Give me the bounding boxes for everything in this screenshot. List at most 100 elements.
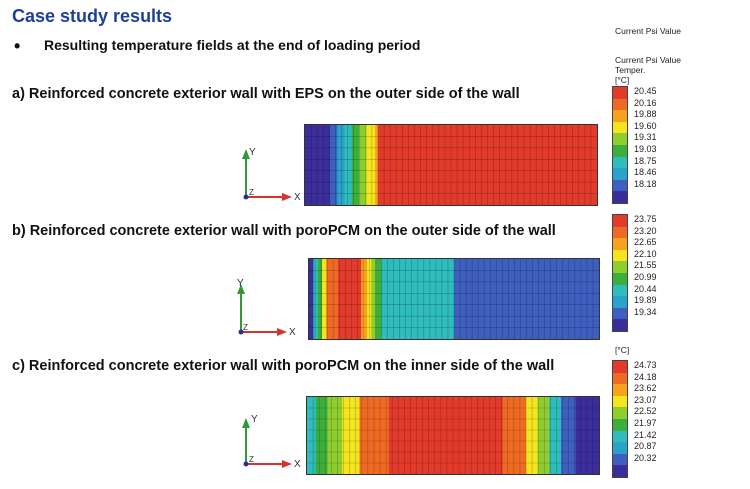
legend-level-label: 18.46 — [634, 167, 657, 178]
legend-swatch — [613, 430, 627, 443]
axis-z-label-c: Z — [249, 455, 254, 464]
field-band — [337, 125, 345, 205]
legend-swatch — [613, 179, 627, 192]
field-band — [359, 397, 390, 474]
legend-level-label: 23.07 — [634, 394, 657, 405]
field-band — [309, 259, 314, 339]
legend-swatch — [613, 407, 627, 419]
legend-level-label: 20.44 — [634, 283, 657, 294]
legend-swatch — [613, 384, 627, 396]
field-band — [327, 397, 343, 474]
axis-x-label-c: X — [294, 459, 301, 470]
temper-label: Temper. — [615, 65, 646, 75]
legend-swatch — [613, 144, 627, 157]
legend-swatch — [613, 226, 627, 239]
field-band — [366, 125, 376, 205]
temperature-field-c — [306, 396, 600, 475]
unit-label-c: [°C] — [615, 345, 630, 355]
field-band — [361, 259, 368, 339]
case-a-label: a) Reinforced concrete exterior wall wit… — [12, 86, 520, 102]
legend-level-label: 21.42 — [634, 429, 657, 440]
legend-swatch — [613, 361, 627, 373]
field-band — [305, 125, 331, 205]
axis-triad-c: Y X Z — [242, 414, 301, 470]
current-psi-label-2: Current Psi Value — [615, 55, 681, 65]
legend-swatch — [613, 238, 627, 250]
legend-swatch — [613, 98, 627, 111]
legend-swatch — [613, 442, 627, 454]
bullet-dot: • — [14, 36, 21, 56]
field-band — [378, 125, 597, 205]
legend-level-label: 23.20 — [634, 225, 657, 236]
legend-level-label: 21.97 — [634, 418, 657, 428]
field-band — [575, 397, 599, 474]
field-band — [375, 259, 382, 339]
slide-title: Case study results — [12, 6, 173, 26]
legend-level-label: 20.99 — [634, 272, 657, 282]
field-band — [454, 259, 599, 339]
legend-swatch — [613, 249, 627, 262]
legend-level-label: 19.60 — [634, 120, 657, 131]
bullet-text: Resulting temperature fields at the end … — [44, 37, 421, 53]
field-band — [344, 125, 353, 205]
axis-y-label-a: Y — [249, 147, 256, 158]
legend-level-label: 19.31 — [634, 132, 657, 143]
case-c-label: c) Reinforced concrete exterior wall wit… — [12, 358, 555, 374]
field-band — [367, 259, 372, 339]
legend-level-label: 22.52 — [634, 406, 657, 417]
axis-x-label-a: X — [294, 192, 301, 203]
field-band — [326, 259, 339, 339]
field-band — [313, 259, 319, 339]
field-band — [307, 397, 317, 474]
case-b-label: b) Reinforced concrete exterior wall wit… — [12, 223, 556, 239]
legend-swatch — [613, 319, 627, 331]
field-band — [549, 397, 562, 474]
legend-swatch — [613, 307, 627, 320]
legend-level-label: 19.03 — [634, 144, 657, 154]
field-band — [351, 125, 360, 205]
legend-level-label: 20.32 — [634, 452, 657, 463]
legend-level-label: 20.87 — [634, 441, 657, 452]
legend-level-label: 23.75 — [634, 214, 657, 224]
unit-label-a: [°C] — [615, 75, 630, 85]
legend-swatch — [613, 395, 627, 408]
axis-z-label-a: Z — [249, 188, 254, 197]
legend-level-label: 21.55 — [634, 260, 657, 271]
legend-swatch — [613, 272, 627, 285]
field-band — [359, 125, 367, 205]
legend-level-label: 19.88 — [634, 109, 657, 120]
axis-y-label-c: Y — [251, 414, 258, 425]
field-band — [502, 397, 527, 474]
legend-swatch — [613, 168, 627, 180]
field-band — [317, 259, 323, 339]
legend-colorbar — [612, 214, 628, 332]
temperature-field-a — [304, 124, 598, 206]
axis-z-label-b: Z — [243, 323, 248, 332]
color-legend-b: 23.75 23.20 22.65 22.10 21.55 20.99 20.44 19.89… — [612, 214, 672, 336]
legend-swatch — [613, 156, 627, 169]
legend-swatch — [613, 261, 627, 273]
field-band — [381, 259, 455, 339]
temperature-field-b — [308, 258, 600, 340]
legend-level-label: 19.89 — [634, 295, 657, 306]
legend-swatch — [613, 453, 627, 466]
field-band — [342, 397, 361, 474]
legend-swatch — [613, 215, 627, 227]
legend-colorbar — [612, 86, 628, 204]
legend-level-label: 23.62 — [634, 383, 657, 394]
axis-triad-a: Y X Z — [242, 147, 301, 203]
current-psi-label-1: Current Psi Value — [615, 26, 681, 36]
legend-swatch — [613, 121, 627, 134]
field-band — [371, 259, 377, 339]
legend-swatch — [613, 191, 627, 203]
legend-swatch — [613, 87, 627, 99]
legend-level-label: 20.16 — [634, 97, 657, 108]
field-band — [338, 259, 362, 339]
legend-level-label: 22.10 — [634, 248, 657, 259]
legend-swatch — [613, 110, 627, 122]
axis-triad-b: Y X Z — [237, 278, 296, 338]
legend-level-label: 18.75 — [634, 155, 657, 166]
legend-level-label: 22.65 — [634, 237, 657, 248]
legend-level-label: 18.18 — [634, 178, 657, 189]
field-band — [322, 259, 327, 339]
